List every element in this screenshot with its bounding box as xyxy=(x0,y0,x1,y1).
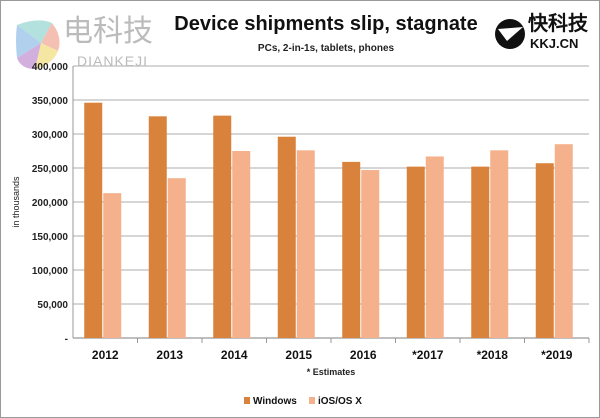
bar-ios-os-x-2015 xyxy=(296,150,315,338)
bar-ios-os-x-2012 xyxy=(103,193,122,338)
x-tick-label: 2016 xyxy=(350,348,377,362)
legend-label-0: Windows xyxy=(253,396,297,407)
y-tick-label: 300,000 xyxy=(32,130,69,141)
y-tick-label: 100,000 xyxy=(32,266,69,277)
y-tick-label: - xyxy=(65,334,68,345)
watermark-left-cn: 电科技 xyxy=(63,14,153,49)
diankeji-logo-icon xyxy=(16,20,60,69)
x-tick-label: *2019 xyxy=(541,348,573,362)
x-tick-label: *2017 xyxy=(412,348,444,362)
x-tick-label: 2014 xyxy=(221,348,248,362)
watermark-right-cn: 快科技 xyxy=(528,13,588,35)
bar-ios-os-x-2018 xyxy=(490,150,509,338)
bar-windows-2017 xyxy=(406,166,425,338)
y-tick-label: 400,000 xyxy=(32,62,69,73)
x-tick-label: *2018 xyxy=(477,348,509,362)
diankeji-watermark: 电科技 DIANKEJI xyxy=(15,15,153,78)
kkj-logo-icon xyxy=(495,19,525,49)
bar-windows-2016 xyxy=(342,161,361,338)
bar-windows-2015 xyxy=(277,136,296,338)
bar-ios-os-x-2016 xyxy=(361,170,380,338)
legend-label-1: iOS/OS X xyxy=(318,396,362,407)
y-tick-label: 250,000 xyxy=(32,164,69,175)
y-tick-label: 350,000 xyxy=(32,96,69,107)
bar-windows-2012 xyxy=(84,102,103,338)
bar-windows-2014 xyxy=(213,115,232,338)
kkj-watermark: 快科技 KKJ.CN xyxy=(493,13,599,53)
bar-ios-os-x-2017 xyxy=(425,156,444,338)
x-axis-label: * Estimates xyxy=(307,367,356,377)
chart-title: Device shipments slip, stagnate xyxy=(174,13,478,35)
y-tick-label: 150,000 xyxy=(32,232,69,243)
legend-swatch-0 xyxy=(244,397,250,404)
watermark-left-en: DIANKEJI xyxy=(77,53,149,69)
bar-ios-os-x-2019 xyxy=(554,144,573,338)
bar-windows-2018 xyxy=(471,166,490,338)
y-tick-label: 200,000 xyxy=(32,198,69,209)
x-tick-label: 2015 xyxy=(285,348,312,362)
x-tick-label: 2013 xyxy=(156,348,183,362)
bar-windows-2013 xyxy=(148,116,167,338)
bar-windows-2019 xyxy=(535,163,554,338)
y-axis-label: in thousands xyxy=(11,176,21,228)
y-tick-label: 50,000 xyxy=(37,300,68,311)
legend-swatch-1 xyxy=(309,397,315,404)
bar-ios-os-x-2014 xyxy=(232,151,251,338)
watermark-right-en: KKJ.CN xyxy=(530,36,579,51)
bar-ios-os-x-2013 xyxy=(167,178,186,338)
x-tick-label: 2012 xyxy=(92,348,119,362)
chart-subtitle: PCs, 2-in-1s, tablets, phones xyxy=(257,43,395,54)
